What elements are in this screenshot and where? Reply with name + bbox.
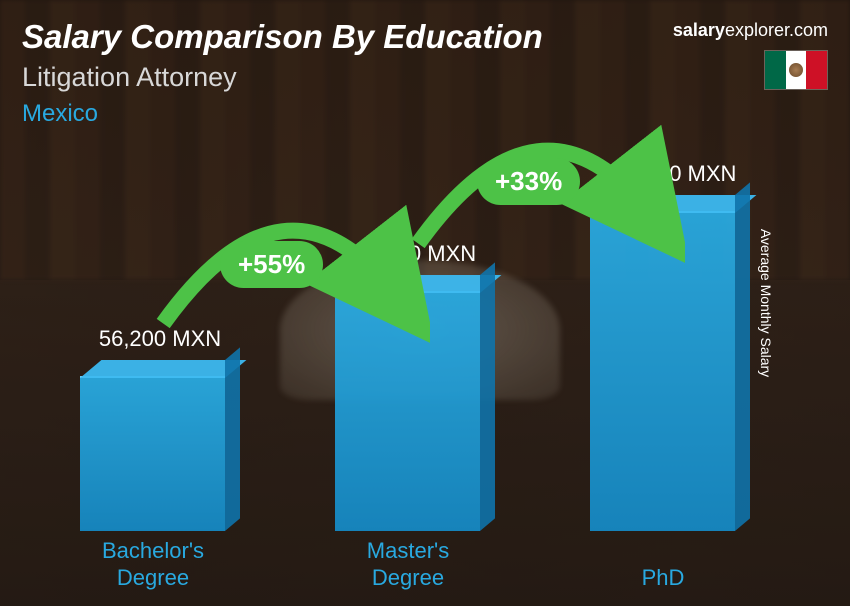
brand-light: explorer.com xyxy=(725,20,828,40)
brand-label: salaryexplorer.com xyxy=(673,20,828,41)
bar-wrap-0: 56,200 MXNBachelor'sDegree xyxy=(80,376,225,531)
bar-0: 56,200 MXN xyxy=(80,376,225,531)
bar-label-0: Bachelor'sDegree xyxy=(53,538,253,591)
bar-label-2: PhD xyxy=(563,565,763,591)
increase-badge-0: +55% xyxy=(220,241,323,288)
chart-title: Salary Comparison By Education xyxy=(22,18,543,56)
brand-bold: salary xyxy=(673,20,725,40)
flag-red-stripe xyxy=(806,51,827,89)
bar-label-1: Master'sDegree xyxy=(308,538,508,591)
increase-badge-1: +33% xyxy=(477,158,580,205)
bar-chart: 56,200 MXNBachelor'sDegree86,900 MXNMast… xyxy=(55,66,805,606)
